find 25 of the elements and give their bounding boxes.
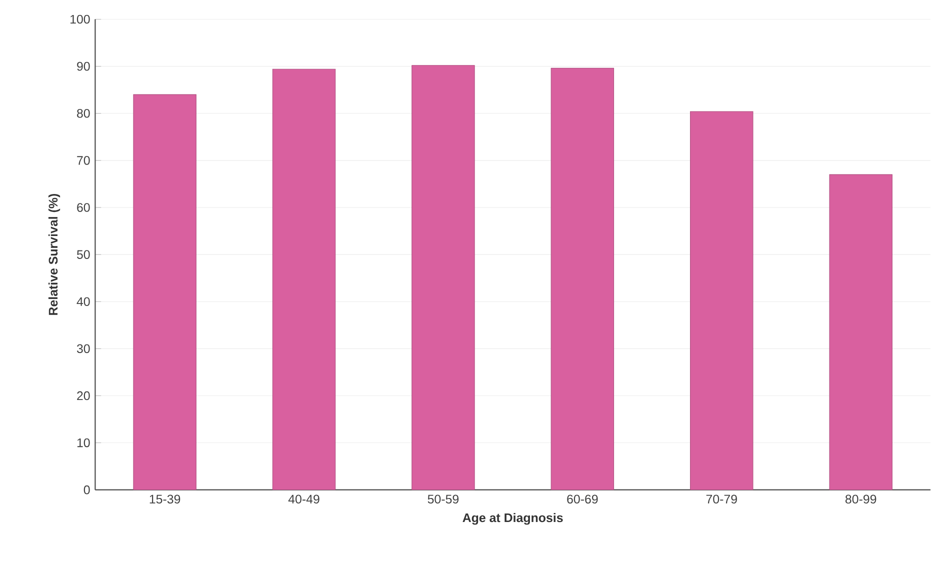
bar — [272, 68, 336, 490]
x-tick-label: 50-59 — [428, 494, 459, 504]
y-tick-label: 20 — [77, 391, 90, 400]
x-tick-label: 70-79 — [706, 494, 737, 504]
y-tick-label: 90 — [77, 62, 90, 71]
y-tick-label: 30 — [76, 344, 90, 354]
bar — [412, 65, 475, 490]
y-tick-label: 80 — [77, 108, 90, 118]
y-tick-label: 100 — [70, 14, 90, 24]
x-tick-label: 40-49 — [288, 494, 320, 504]
bar — [829, 174, 892, 490]
x-tick-label: 15-39 — [150, 494, 180, 504]
y-tick-label: 10 — [77, 438, 90, 448]
y-tick-label: 70 — [77, 156, 90, 165]
y-axis-title: Relative Survival (%) — [48, 194, 60, 315]
y-tick-label: 60 — [77, 203, 90, 212]
x-axis-title: Age at Diagnosis — [462, 513, 563, 525]
x-tick-label: 80-99 — [845, 494, 876, 504]
bar — [690, 111, 754, 490]
y-tick-label: 0 — [84, 485, 90, 494]
y-tick-label: 50 — [76, 250, 90, 259]
bar — [133, 94, 196, 490]
bar — [550, 68, 614, 490]
x-tick-label: 60-69 — [567, 494, 598, 504]
y-tick-label: 40 — [76, 297, 90, 306]
